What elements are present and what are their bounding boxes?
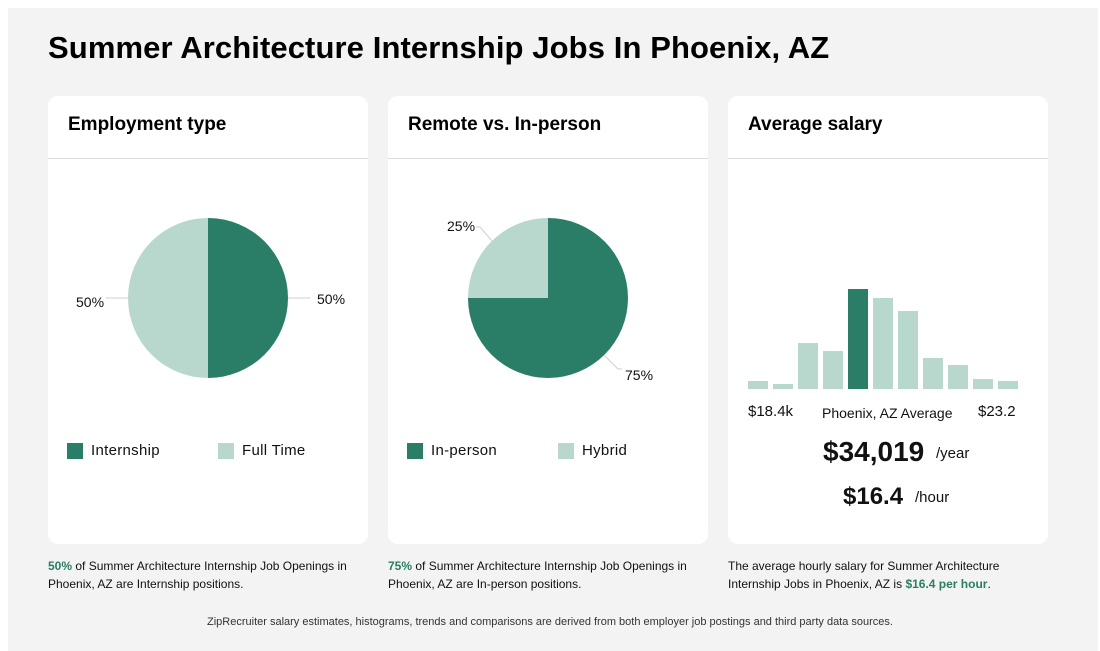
yearly-salary-value: $34,019 xyxy=(823,436,925,467)
salary-histogram xyxy=(748,289,1018,389)
histogram-bar xyxy=(923,358,943,389)
card-divider xyxy=(388,158,708,159)
legend-item-in-person: In-person xyxy=(407,442,497,459)
employment-type-pie-chart xyxy=(106,218,310,378)
histogram-bar xyxy=(823,351,843,389)
histogram-bar xyxy=(748,381,768,389)
histogram-bar-average xyxy=(848,289,868,389)
legend-item-internship: Internship xyxy=(67,442,160,459)
pie-slice-hybrid xyxy=(468,218,548,298)
caption-highlight: $16.4 per hour xyxy=(905,577,988,591)
histogram-bar xyxy=(998,381,1018,389)
salary-max-label: $23.2 xyxy=(978,403,1016,420)
legend-label: Internship xyxy=(91,442,160,459)
hourly-salary-value: $16.4 xyxy=(843,483,904,510)
footnote: ZipRecruiter salary estimates, histogram… xyxy=(207,616,893,628)
histogram-bar xyxy=(898,311,918,389)
caption-text: of Summer Architecture Internship Job Op… xyxy=(388,559,687,591)
legend-item-full-time: Full Time xyxy=(218,442,306,459)
employment-type-card: Employment type 50% 50% Internship Full … xyxy=(48,96,368,544)
caption-highlight: 50% xyxy=(48,559,73,573)
average-salary-caption: The average hourly salary for Summer Arc… xyxy=(728,557,1048,593)
hybrid-swatch xyxy=(558,442,574,459)
legend-label: Hybrid xyxy=(582,442,628,459)
histogram-bar xyxy=(873,298,893,389)
remote-vs-in-person-card: Remote vs. In-person 25% 75% In-person H… xyxy=(388,96,708,544)
average-salary-title: Average salary xyxy=(748,114,883,135)
employment-type-title: Employment type xyxy=(68,114,227,135)
internship-swatch xyxy=(67,442,83,459)
histogram-bar xyxy=(973,379,993,389)
histogram-bar xyxy=(798,343,818,389)
histogram-bar xyxy=(773,384,793,389)
histogram-bar xyxy=(948,365,968,389)
pie-slice-internship xyxy=(208,218,288,378)
caption-highlight: 75% xyxy=(388,559,413,573)
hourly-salary-unit: /hour xyxy=(915,489,950,506)
average-salary-card: Average salary $18.4k Phoenix, AZ Averag… xyxy=(728,96,1048,544)
card-divider xyxy=(48,158,368,159)
pie-label-leader-line xyxy=(476,226,493,242)
internship-percent-label: 50% xyxy=(317,291,346,307)
page-title: Summer Architecture Internship Jobs In P… xyxy=(48,30,830,65)
remote-vs-in-person-title: Remote vs. In-person xyxy=(408,114,602,135)
pie-label-leader-line xyxy=(603,354,622,370)
salary-min-label: $18.4k xyxy=(748,403,794,420)
remote-vs-in-person-caption: 75% of Summer Architecture Internship Jo… xyxy=(388,557,708,593)
employment-type-caption: 50% of Summer Architecture Internship Jo… xyxy=(48,557,368,593)
caption-text: The average hourly salary for Summer Arc… xyxy=(728,559,1000,591)
full-time-swatch xyxy=(218,442,234,459)
in-person-percent-label: 75% xyxy=(625,367,654,383)
salary-average-label: Phoenix, AZ Average xyxy=(822,405,953,421)
remote-vs-in-person-pie-chart xyxy=(468,218,628,378)
legend-label: Full Time xyxy=(242,442,306,459)
hybrid-percent-label: 25% xyxy=(447,218,476,234)
card-divider xyxy=(728,158,1048,159)
caption-text: . xyxy=(987,577,991,591)
legend-label: In-person xyxy=(431,442,498,459)
yearly-salary-unit: /year xyxy=(936,445,970,462)
caption-text: of Summer Architecture Internship Job Op… xyxy=(48,559,347,591)
legend-item-hybrid: Hybrid xyxy=(558,442,627,459)
full-time-percent-label: 50% xyxy=(76,294,105,310)
pie-slice-full-time xyxy=(128,218,208,378)
in-person-swatch xyxy=(407,442,423,459)
